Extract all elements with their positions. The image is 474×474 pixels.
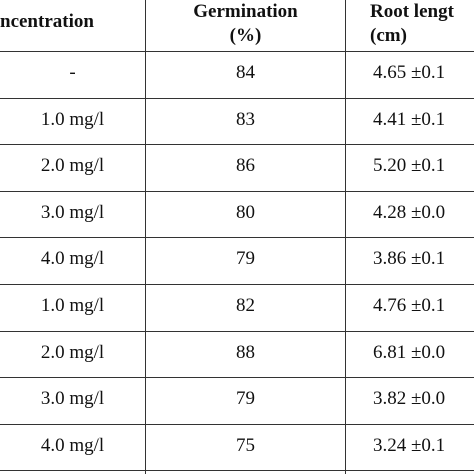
concentration-cell: 3.0 mg/l	[40, 388, 105, 410]
row-line	[0, 284, 474, 285]
header-cell: Germination	[193, 1, 298, 22]
germination-cell: 79	[236, 388, 255, 410]
germination-cell: 88	[236, 341, 255, 363]
header-cell: ncentration	[0, 11, 94, 32]
root-length-cell: 3.82 ±0.0	[373, 388, 446, 410]
column-line	[345, 0, 346, 474]
germination-cell: 79	[236, 248, 255, 270]
concentration-cell: 2.0 mg/l	[40, 155, 105, 177]
row-line	[0, 51, 474, 52]
germination-cell: 80	[236, 201, 255, 223]
row-line	[0, 237, 474, 239]
germination-cell: 82	[236, 295, 255, 316]
concentration-cell: 1.0 mg/l	[40, 108, 105, 130]
root-length-cell: 5.20 ±0.1	[373, 155, 446, 177]
row-line	[0, 470, 474, 472]
root-length-cell: 4.76 ±0.1	[373, 295, 446, 316]
root-length-cell: 4.65 ±0.1	[373, 62, 446, 83]
root-length-cell: 6.81 ±0.0	[373, 341, 446, 363]
header-cell: (%)	[229, 25, 262, 46]
row-line	[0, 423, 474, 425]
concentration-cell: 2.0 mg/l	[40, 341, 105, 363]
row-line	[0, 190, 474, 192]
germination-cell: 75	[236, 434, 255, 456]
germination-cell: 86	[236, 155, 255, 177]
root-length-cell: 4.41 ±0.1	[373, 108, 446, 130]
concentration-cell: 4.0 mg/l	[40, 434, 105, 456]
row-line	[0, 97, 474, 99]
root-length-cell: 4.28 ±0.0	[373, 201, 446, 223]
concentration-cell: 4.0 mg/l	[40, 248, 105, 270]
concentration-cell: -	[69, 62, 76, 83]
column-line	[145, 0, 146, 474]
row-line	[0, 330, 474, 332]
germination-cell: 84	[236, 62, 255, 83]
concentration-cell: 1.0 mg/l	[40, 295, 105, 316]
row-line	[0, 377, 474, 379]
concentration-cell: 3.0 mg/l	[40, 201, 105, 223]
root-length-cell: 3.86 ±0.1	[373, 248, 446, 270]
germination-cell: 83	[236, 108, 255, 130]
row-line	[0, 144, 474, 146]
root-length-cell: 3.24 ±0.1	[373, 434, 446, 456]
header-cell: Root lengt	[370, 1, 454, 22]
header-cell: (cm)	[370, 25, 407, 46]
